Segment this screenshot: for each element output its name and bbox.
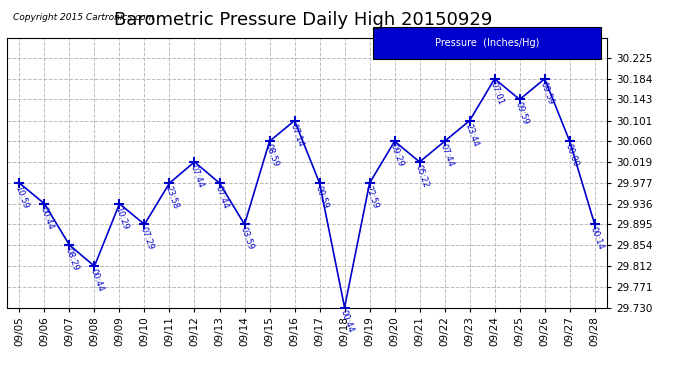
Text: 05:22: 05:22 xyxy=(413,164,431,189)
Text: 03:59: 03:59 xyxy=(239,226,255,251)
Text: 09:59: 09:59 xyxy=(513,101,531,126)
Text: 08:29: 08:29 xyxy=(63,246,80,272)
Text: 22:59: 22:59 xyxy=(364,184,380,210)
Text: 00:44: 00:44 xyxy=(88,268,105,293)
Text: 00:44: 00:44 xyxy=(39,205,55,231)
Text: 23:58: 23:58 xyxy=(164,184,180,210)
Text: 00:00: 00:00 xyxy=(564,143,580,168)
Text: 10:29: 10:29 xyxy=(113,205,130,231)
FancyBboxPatch shape xyxy=(373,27,601,59)
Text: 00:59: 00:59 xyxy=(313,184,331,210)
Text: 07:44: 07:44 xyxy=(213,184,230,210)
Text: 07:44: 07:44 xyxy=(439,143,455,168)
Text: 09:59: 09:59 xyxy=(539,80,555,106)
Text: 08:59: 08:59 xyxy=(264,143,280,168)
Text: 10:59: 10:59 xyxy=(13,184,30,210)
Text: Barometric Pressure Daily High 20150929: Barometric Pressure Daily High 20150929 xyxy=(115,11,493,29)
Text: Pressure  (Inches/Hg): Pressure (Inches/Hg) xyxy=(435,38,540,48)
Text: 07:14: 07:14 xyxy=(288,122,305,148)
Text: 07:44: 07:44 xyxy=(188,164,205,189)
Text: 23:44: 23:44 xyxy=(464,122,480,148)
Text: 07:29: 07:29 xyxy=(139,226,155,251)
Text: 00:44: 00:44 xyxy=(339,309,355,334)
Text: 07:01: 07:01 xyxy=(489,80,505,106)
Text: 09:29: 09:29 xyxy=(388,143,405,168)
Text: Copyright 2015 Cartronics.com: Copyright 2015 Cartronics.com xyxy=(13,13,154,22)
Text: 00:14: 00:14 xyxy=(589,226,605,251)
